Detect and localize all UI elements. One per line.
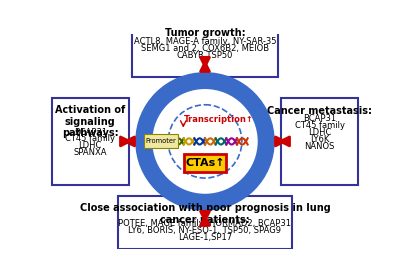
FancyBboxPatch shape xyxy=(52,97,129,185)
Text: LAGE-1,SP17: LAGE-1,SP17 xyxy=(178,233,232,242)
Text: SEMG1 and 2, COX6B2, MEIOB: SEMG1 and 2, COX6B2, MEIOB xyxy=(141,44,269,53)
FancyBboxPatch shape xyxy=(144,134,178,148)
Text: SPANXA: SPANXA xyxy=(74,148,107,157)
FancyBboxPatch shape xyxy=(118,196,292,249)
Text: CT genes: CT genes xyxy=(186,156,224,165)
Text: Close association with poor prognosis in lung
cancer patients:: Close association with poor prognosis in… xyxy=(80,203,330,225)
Text: CT45 family: CT45 family xyxy=(295,121,345,130)
Text: Cancer metastasis:: Cancer metastasis: xyxy=(267,106,372,116)
FancyBboxPatch shape xyxy=(281,98,358,185)
FancyBboxPatch shape xyxy=(132,20,278,78)
Text: CABYR,TSP50: CABYR,TSP50 xyxy=(177,50,233,60)
Text: POTEE, MAGE family, HORMAD2, BCAP31: POTEE, MAGE family, HORMAD2, BCAP31 xyxy=(118,219,292,228)
Text: BCAP31: BCAP31 xyxy=(74,127,107,137)
Text: LY6, BORIS, NY-ESO-1, TSP50, SPAG9: LY6, BORIS, NY-ESO-1, TSP50, SPAG9 xyxy=(128,226,282,235)
Text: Tumor growth:: Tumor growth: xyxy=(165,28,245,38)
Text: Activation of
signaling
pathways:: Activation of signaling pathways: xyxy=(55,105,126,138)
Text: LY6K: LY6K xyxy=(310,135,329,144)
Text: LDHC: LDHC xyxy=(79,141,102,150)
Text: CT45 family: CT45 family xyxy=(65,134,115,143)
Circle shape xyxy=(152,89,258,194)
Text: BCAP31: BCAP31 xyxy=(303,115,336,123)
Text: Transcription↑: Transcription↑ xyxy=(184,115,254,124)
FancyBboxPatch shape xyxy=(184,154,226,172)
Circle shape xyxy=(135,72,275,211)
Text: Promoter: Promoter xyxy=(146,138,176,144)
Text: CTAs↑: CTAs↑ xyxy=(185,158,225,168)
Text: LDHC: LDHC xyxy=(308,128,331,137)
Text: ACTL8, MAGE-A family, NY-SAR-35: ACTL8, MAGE-A family, NY-SAR-35 xyxy=(134,37,276,46)
Text: NANOS: NANOS xyxy=(304,142,335,151)
